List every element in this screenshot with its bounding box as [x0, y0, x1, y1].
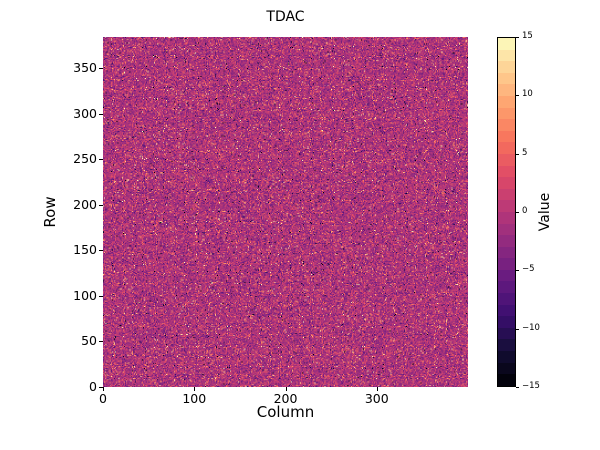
colorbar-segment	[498, 223, 515, 236]
y-tick-mark	[99, 113, 103, 115]
colorbar-segment	[498, 304, 515, 317]
chart-title: TDAC	[266, 9, 305, 25]
colorbar-segment	[498, 316, 515, 328]
heatmap-image	[103, 37, 468, 387]
colorbar-tick-label: 5	[522, 147, 528, 158]
colorbar-segment	[498, 49, 515, 62]
colorbar-segment	[498, 362, 515, 375]
colorbar-segment	[498, 61, 515, 73]
colorbar-segment	[498, 200, 515, 212]
x-tick-label: 300	[364, 391, 389, 406]
y-tick-mark	[99, 67, 103, 69]
x-tick-mark	[103, 387, 104, 391]
colorbar-tick-mark	[516, 387, 519, 388]
colorbar-segment	[498, 188, 515, 201]
y-axis-label-text: Row	[41, 196, 59, 228]
colorbar-segment	[498, 211, 515, 224]
y-tick-label: 0	[89, 379, 97, 394]
colorbar-tick-mark	[516, 328, 519, 330]
x-tick-mark	[376, 387, 378, 391]
colorbar-tick-label: 0	[522, 206, 528, 216]
colorbar-segment	[498, 72, 515, 85]
colorbar-segment	[498, 327, 515, 340]
colorbar-tick-mark	[516, 270, 519, 272]
y-tick-label: 150	[73, 242, 97, 258]
y-tick-label: 350	[73, 59, 97, 75]
colorbar-segment	[498, 165, 515, 178]
y-tick-mark	[99, 250, 103, 252]
colorbar-segment	[498, 38, 515, 50]
colorbar-segment	[498, 293, 515, 305]
colorbar-tick-mark	[516, 95, 519, 97]
colorbar-segment	[498, 351, 515, 363]
colorbar-segment	[498, 142, 515, 154]
y-tick-label: 300	[73, 105, 97, 121]
y-tick-mark	[99, 341, 103, 343]
x-tick-label: 100	[182, 391, 207, 406]
colorbar-tick-mark	[516, 212, 519, 213]
colorbar-segment	[498, 119, 515, 131]
colorbar-segment	[498, 153, 515, 166]
colorbar-segment	[498, 281, 515, 294]
x-tick-mark	[285, 387, 287, 391]
colorbar-segment	[498, 84, 515, 96]
colorbar	[497, 37, 516, 387]
colorbar-segment	[498, 130, 515, 143]
colorbar-tick-label: 10	[522, 89, 533, 100]
colorbar-segment	[498, 107, 515, 120]
colorbar-segment	[498, 374, 515, 386]
colorbar-segment	[498, 258, 515, 270]
colorbar-segment	[498, 269, 515, 282]
colorbar-label-text: Value	[537, 192, 553, 232]
colorbar-segment	[498, 246, 515, 259]
y-tick-mark	[99, 159, 103, 161]
colorbar-tick-label: −5	[522, 264, 535, 275]
y-tick-label: 250	[73, 151, 97, 167]
x-tick-label: 200	[273, 391, 298, 406]
colorbar-segment	[498, 339, 515, 352]
colorbar-tick-mark	[516, 37, 519, 38]
y-tick-mark	[99, 295, 103, 297]
colorbar-tick-label: −15	[522, 381, 540, 391]
y-tick-label: 200	[73, 196, 97, 212]
colorbar-segment	[498, 95, 515, 108]
colorbar-segment	[498, 235, 515, 247]
y-tick-label: 100	[73, 287, 97, 303]
x-axis-label: Column	[256, 403, 315, 421]
y-tick-mark	[99, 387, 103, 388]
colorbar-segment	[498, 177, 515, 189]
colorbar-tick-label: 15	[522, 31, 533, 41]
colorbar-tick-mark	[516, 153, 519, 155]
x-tick-mark	[194, 387, 196, 391]
colorbar-tick-label: −10	[522, 322, 540, 333]
y-tick-label: 50	[81, 333, 97, 349]
x-tick-label: 0	[99, 391, 107, 406]
y-tick-mark	[99, 204, 103, 206]
